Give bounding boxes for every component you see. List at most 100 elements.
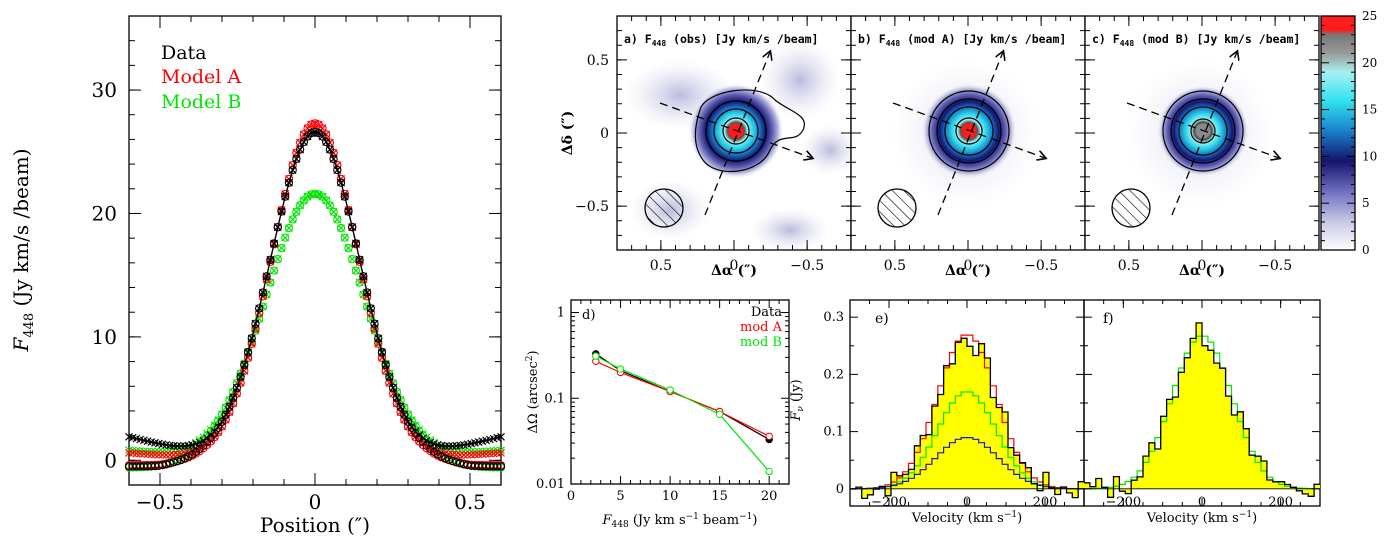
spectrum-e-xlabel: Velocity (km s−1) xyxy=(911,510,1022,526)
colorbar xyxy=(1321,16,1355,250)
colorbar-ticks: 0 5 10 15 20 25 xyxy=(1321,9,1377,257)
data-circle-point xyxy=(403,417,413,426)
map-c-label: c) F448 (mod B) [Jy km/s /beam] xyxy=(1092,32,1300,48)
spectrum-ytick-label: 0.1 xyxy=(823,425,844,440)
spectrum-fill-neg xyxy=(1107,488,1114,498)
area-point xyxy=(715,410,724,419)
profile-ytick-label: 10 xyxy=(92,325,117,349)
data-circle-point xyxy=(493,462,502,471)
colorbar-tick-label: 25 xyxy=(1362,9,1377,23)
map-ytick-label: 0.5 xyxy=(587,53,609,69)
spectrum-ytick-label: 0.2 xyxy=(823,367,844,382)
data-circle-point xyxy=(225,402,234,411)
data-circle-point xyxy=(162,460,171,469)
data-circle-point xyxy=(496,462,506,471)
data-circle-point xyxy=(370,319,379,328)
data-circle-point xyxy=(388,383,398,392)
area-ticks: 0 5 10 15 20 0.01 0.1 1 xyxy=(536,300,789,504)
data-circle-point xyxy=(348,223,357,232)
spectrum-fill-neg xyxy=(1302,488,1309,494)
profile-ytick-label: 0 xyxy=(104,448,117,472)
model-b-circle-point xyxy=(329,207,338,216)
data-circle-point xyxy=(292,154,301,164)
colorbar-tick-label: 20 xyxy=(1362,56,1377,70)
map-c: c) F448 (mod B) [Jy km/s /beam] xyxy=(1084,15,1320,251)
data-circle-point xyxy=(251,319,260,328)
model-a-cross-point xyxy=(456,450,465,459)
map-ylabel: Δδ (″) xyxy=(560,111,576,156)
map-a-haze-3 xyxy=(800,125,860,175)
spectrum-fill-neg xyxy=(885,488,891,496)
map-b: b) F448 (mod A) [Jy km/s /beam] xyxy=(850,15,1086,251)
data-circle-point xyxy=(344,207,353,216)
data-circle-point xyxy=(329,154,338,164)
area-xtick-label: 0 xyxy=(567,489,575,504)
map-xtick-label: −0.5 xyxy=(1258,258,1292,274)
data-circle-point xyxy=(318,132,327,141)
data-circle-point xyxy=(444,455,454,464)
map-b-beam xyxy=(877,188,917,228)
map-a-label: a) F448 (obs) [Jy km/s /beam] xyxy=(624,32,818,48)
spectrum-fill xyxy=(850,338,1084,489)
data-circle-point xyxy=(400,410,409,419)
data-circle-point xyxy=(385,372,394,382)
data-circle-point xyxy=(273,223,282,232)
maps-panel: a) F448 (obs) [Jy km/s /beam] b) F448 (m… xyxy=(560,9,1377,279)
data-circle-point xyxy=(240,360,249,370)
profile-xlabel: Position (″) xyxy=(260,513,370,537)
area-ylabel: ΔΩ (arcsec2) xyxy=(525,350,541,433)
map-b-axis-minor xyxy=(892,102,1045,158)
area-point xyxy=(765,467,773,476)
map-c-beam xyxy=(1111,188,1151,228)
colorbar-tick-label: 5 xyxy=(1362,196,1370,210)
data-circle-point xyxy=(441,454,450,463)
data-circle-point xyxy=(336,178,346,187)
data-circle-point xyxy=(333,165,342,175)
colorbar-frame xyxy=(1320,15,1356,251)
map-c-contour-2 xyxy=(1170,98,1236,164)
data-circle-point xyxy=(377,347,387,357)
data-circle-point xyxy=(359,272,368,281)
data-circle-point xyxy=(247,334,256,343)
profile-panel: −0.5 0 0.5 0 10 20 30 Data Model A Model B Pos… xyxy=(9,15,506,537)
model-b-circle-point xyxy=(340,233,349,242)
area-legend-mod-a: mod A xyxy=(740,320,783,335)
data-circle-point xyxy=(351,239,361,248)
data-circle-point xyxy=(176,455,186,464)
map-b-contour-2 xyxy=(936,98,1002,164)
map-a: a) F448 (obs) [Jy km/s /beam] xyxy=(616,15,860,252)
data-circle-point xyxy=(169,458,178,467)
map-c-contour-4 xyxy=(1190,118,1216,144)
spectrum-fill-neg xyxy=(1308,488,1315,497)
spectrum-data-line xyxy=(850,337,1084,500)
spectrum-f-xlabel: Velocity (km s−1) xyxy=(1146,510,1257,526)
model-a-cross-point xyxy=(497,448,505,457)
model-b-circle-point xyxy=(281,233,290,242)
model-b-circle-point xyxy=(351,266,361,275)
area-xtick-label: 15 xyxy=(711,489,728,504)
colorbar-tick-label: 0 xyxy=(1362,243,1370,257)
area-xlabel: F448 (Jy km s−1 beam−1) xyxy=(602,512,758,530)
model-b-circle-point xyxy=(269,266,279,275)
profile-ylabel-rest: (Jy km/s /beam) xyxy=(9,148,33,312)
map-c-axis-minor xyxy=(1126,102,1279,158)
data-circle-point xyxy=(269,239,279,248)
model-b-circle-point xyxy=(325,201,335,210)
profile-ylabel: F448 (Jy km/s /beam) xyxy=(9,148,37,352)
model-b-circle-point xyxy=(344,243,353,253)
spectrum-fill xyxy=(1084,322,1320,489)
data-circle-point xyxy=(243,347,253,357)
model-b-circle-point xyxy=(292,207,301,216)
data-circle-point xyxy=(396,402,405,411)
area-panel-label: d) xyxy=(582,308,595,323)
spectrum-fill-neg xyxy=(1066,488,1073,493)
data-circle-point xyxy=(392,393,401,402)
area-ytick-label: 0.01 xyxy=(536,477,565,492)
area-point xyxy=(592,352,600,360)
model-a-cross-point xyxy=(158,450,167,459)
profile-xtick-label: 0 xyxy=(309,490,322,514)
map-xtick-label: 0.5 xyxy=(884,258,906,274)
